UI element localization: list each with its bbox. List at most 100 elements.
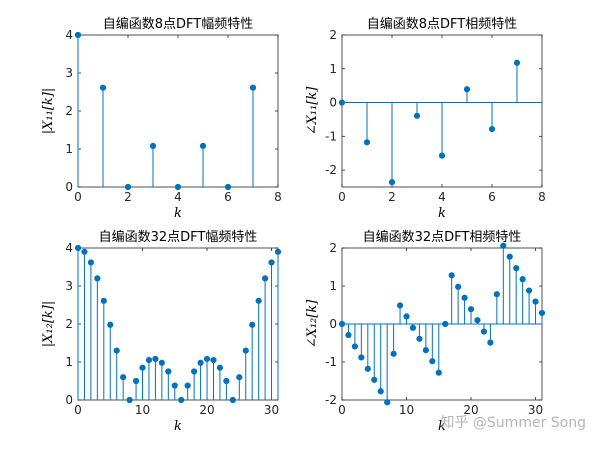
stem-marker	[463, 86, 471, 93]
stem-marker	[413, 112, 421, 119]
chart-title: 自编函数32点DFT幅频特性	[99, 230, 258, 245]
stem-marker	[338, 99, 346, 106]
stem-marker	[461, 294, 468, 301]
stem-marker	[100, 297, 107, 304]
stem-marker	[409, 324, 417, 331]
x-tick-label: 2	[388, 190, 396, 204]
stem-marker	[132, 377, 140, 385]
stem-marker	[358, 354, 365, 361]
stem-marker	[174, 183, 182, 191]
stem-marker	[493, 291, 500, 298]
stem-marker	[488, 125, 496, 133]
y-tick-label: 0	[65, 180, 73, 194]
stem-marker	[113, 347, 120, 354]
stem-marker	[236, 374, 243, 381]
stem-marker	[345, 331, 352, 339]
stem-marker	[268, 259, 275, 266]
x-tick-label: 0	[74, 190, 82, 204]
y-tick-label: 3	[65, 66, 73, 80]
x-axis-label: k	[174, 206, 182, 221]
stem-marker	[81, 248, 88, 255]
stem-marker	[203, 355, 211, 363]
stem-marker	[107, 321, 114, 328]
stem-marker	[165, 368, 172, 375]
x-tick-label: 6	[488, 190, 496, 204]
plot-8pt-magnitude: 0 1 2 3 4 0 2 4 6 8 自编函数8点DFT幅频特性 k |X₁₁[k]|	[41, 17, 282, 221]
x-tick-label: 0	[74, 403, 82, 417]
stem-marker	[448, 272, 455, 279]
x-tick-label: 8	[538, 190, 546, 204]
y-axis-label: |X₁₂[k]|	[41, 301, 56, 347]
stem-marker	[487, 339, 494, 346]
stem-marker	[274, 248, 282, 255]
stem-marker	[480, 328, 488, 335]
stem-marker	[145, 357, 153, 364]
stem-marker	[455, 283, 462, 290]
stem-marker	[210, 357, 217, 364]
stem-marker	[506, 253, 513, 260]
y-tick-label: -1	[325, 355, 337, 369]
stem-marker	[467, 306, 475, 313]
y-tick-label: 1	[329, 62, 337, 76]
watermark: 知乎 @Summer Song	[440, 415, 586, 431]
x-tick-label: 6	[224, 190, 232, 204]
x-tick-label: 4	[438, 190, 446, 204]
stem-marker	[242, 347, 249, 354]
y-axis-label: ∠X₁₂[k]	[305, 299, 320, 349]
y-tick-label: 2	[65, 317, 73, 331]
stem-marker	[229, 396, 236, 404]
stem-marker	[513, 265, 520, 272]
stem-marker	[532, 298, 539, 305]
stem-marker	[99, 84, 107, 91]
plot-32pt-magnitude: 0 1 2 3 4 0 10 20 30 自编函数32点DFT幅频特性 k |X₁₂[k]|	[41, 230, 282, 434]
stem-marker	[422, 347, 429, 354]
stem-marker	[371, 376, 378, 383]
stem-marker	[120, 374, 127, 381]
axes-box	[77, 34, 279, 188]
stem-marker	[126, 396, 133, 404]
stem-marker	[223, 377, 230, 385]
stem-marker	[249, 321, 256, 328]
stem-marker	[351, 343, 359, 350]
x-tick-label: 30	[528, 403, 543, 417]
x-tick-label: 20	[199, 403, 214, 417]
stem-marker	[388, 179, 396, 186]
stem-marker	[396, 302, 404, 309]
stem-marker	[197, 359, 204, 366]
x-axis-label: k	[174, 419, 182, 434]
stem-marker	[390, 350, 397, 357]
stem-marker	[384, 399, 391, 406]
y-tick-label: 4	[65, 28, 73, 42]
y-tick-label: -2	[325, 163, 337, 177]
y-tick-label: 3	[65, 279, 73, 293]
stem-marker	[364, 365, 371, 372]
stem-marker	[519, 276, 526, 283]
stem-marker	[338, 320, 346, 328]
stem-marker	[87, 259, 95, 266]
stem-marker	[74, 31, 82, 39]
stem-marker	[255, 297, 262, 304]
x-tick-label: 2	[124, 190, 132, 204]
y-tick-label: 2	[329, 241, 337, 255]
chart-title: 自编函数8点DFT幅频特性	[103, 17, 253, 32]
stem-marker	[224, 183, 232, 191]
stem-marker	[158, 359, 165, 366]
stem-marker	[216, 364, 224, 371]
stem-marker	[191, 368, 198, 375]
x-tick-label: 30	[264, 403, 279, 417]
y-tick-label: 1	[65, 142, 73, 156]
y-tick-label: -1	[325, 129, 337, 143]
stem-marker	[377, 388, 384, 395]
y-axis-label: ∠X₁₁[k]	[305, 86, 320, 136]
stem-marker	[416, 335, 423, 342]
stem-marker	[199, 142, 207, 149]
stem-marker	[429, 358, 436, 365]
stem-marker	[149, 142, 157, 149]
x-tick-label: 0	[338, 190, 346, 204]
y-tick-label: 1	[329, 279, 337, 293]
stem-marker	[249, 84, 257, 91]
x-axis-label: k	[438, 419, 446, 434]
stem-marker	[178, 396, 185, 404]
